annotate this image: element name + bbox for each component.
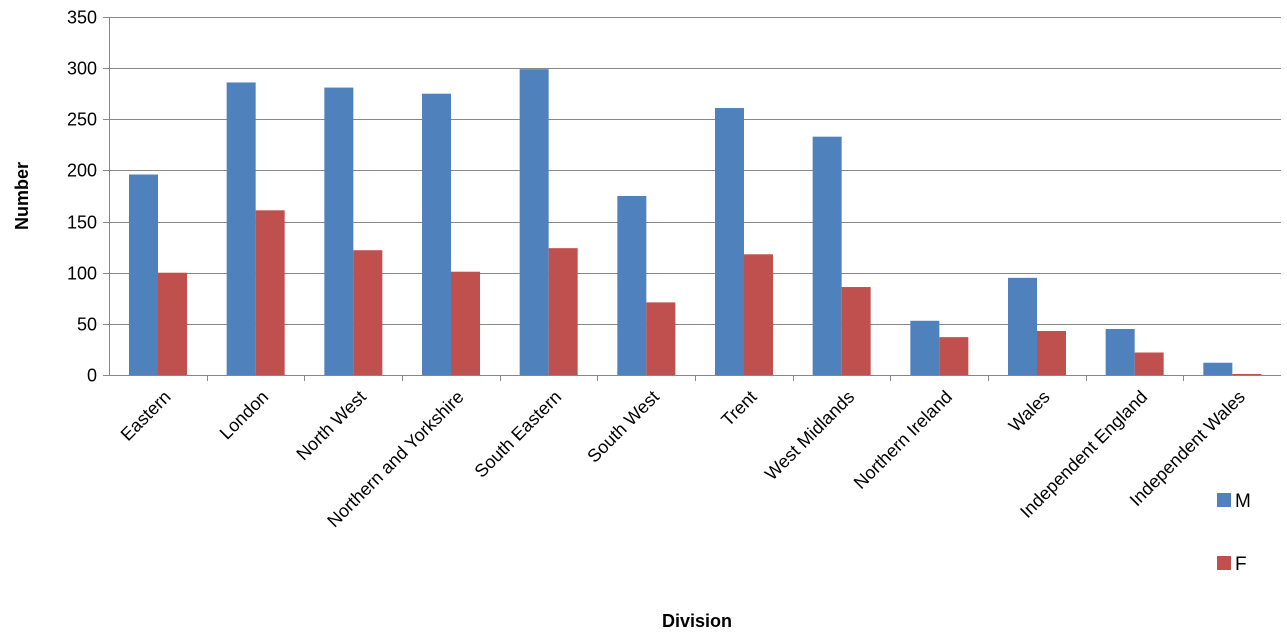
x-category-label: South Eastern — [471, 387, 566, 482]
bar-f-8 — [939, 337, 969, 375]
bar-f-10 — [1134, 352, 1164, 375]
bar-f-0 — [158, 272, 187, 375]
gridlines — [103, 17, 1281, 376]
y-tick-label: 200 — [67, 161, 97, 181]
y-tick-label: 300 — [67, 59, 97, 79]
bar-m-10 — [1105, 328, 1135, 375]
y-tick-label: 250 — [67, 110, 97, 130]
y-tick-label: 350 — [67, 8, 97, 28]
x-axis-title: Division — [662, 611, 732, 631]
x-category-label: West Midlands — [761, 387, 858, 484]
legend: MF — [1217, 491, 1251, 575]
bar-f-3 — [451, 271, 480, 375]
bar-m-3 — [422, 93, 451, 375]
bar-m-0 — [129, 174, 158, 375]
y-axis-title: Number — [12, 162, 32, 230]
x-category-label: North West — [292, 387, 370, 465]
y-tick-label: 100 — [67, 264, 97, 284]
legend-swatch — [1217, 556, 1231, 570]
y-tick-labels: 0 50 100 150 200 250 300 350 — [67, 8, 97, 386]
bars — [129, 69, 1262, 375]
bar-m-5 — [617, 196, 647, 375]
bar-f-6 — [744, 254, 773, 375]
x-category-label: Wales — [1005, 387, 1054, 436]
bar-m-6 — [715, 108, 744, 375]
bar-f-4 — [548, 248, 578, 375]
bar-m-11 — [1203, 362, 1233, 375]
legend-swatch — [1217, 493, 1231, 507]
x-category-label: London — [216, 387, 273, 444]
bar-m-8 — [910, 320, 940, 375]
bar-f-2 — [353, 250, 383, 375]
legend-item-f: F — [1217, 554, 1247, 575]
x-category-label: Trent — [717, 387, 760, 430]
bar-f-7 — [841, 287, 871, 375]
bar-m-4 — [519, 69, 549, 375]
bar-f-9 — [1037, 331, 1066, 375]
legend-item-m: M — [1217, 491, 1251, 512]
y-tick-label: 0 — [87, 366, 97, 386]
axes — [109, 17, 1281, 381]
bar-f-5 — [646, 302, 676, 375]
bar-m-2 — [324, 87, 354, 375]
bar-f-11 — [1232, 373, 1262, 375]
legend-label: M — [1235, 491, 1251, 512]
x-category-label: Northern Ireland — [850, 387, 956, 493]
bar-m-1 — [226, 82, 256, 375]
y-tick-label: 50 — [77, 315, 97, 335]
legend-label: F — [1235, 554, 1247, 575]
x-category-label: Eastern — [117, 387, 175, 445]
x-category-label: South West — [583, 387, 663, 467]
bar-m-7 — [812, 136, 842, 375]
y-tick-label: 150 — [67, 213, 97, 233]
bar-m-9 — [1008, 277, 1037, 375]
bar-f-1 — [255, 210, 285, 375]
